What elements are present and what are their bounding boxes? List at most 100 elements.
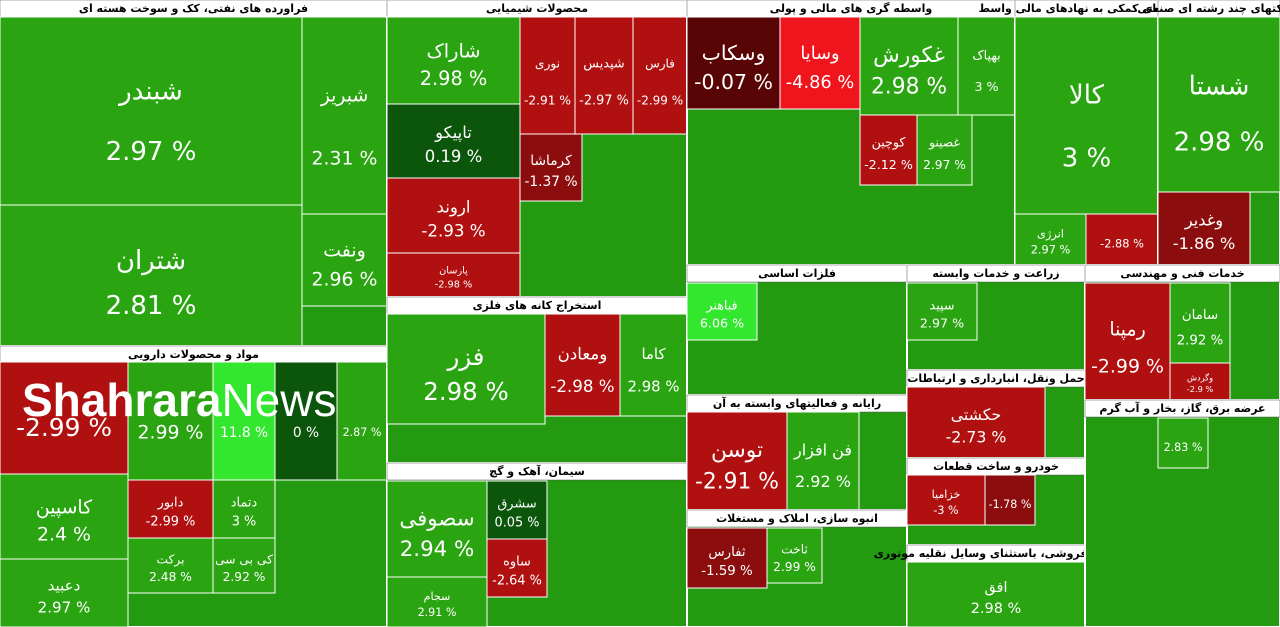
tile-change: 2.96 % <box>312 269 378 291</box>
tile <box>574 16 634 135</box>
tile-change: 2.4 % <box>37 524 91 546</box>
tile-name: ساوه <box>503 555 531 570</box>
tile <box>686 411 788 511</box>
tile-change: 0.05 % <box>495 515 540 530</box>
tile <box>786 411 860 511</box>
tile-change: 2.98 % <box>971 601 1021 617</box>
tile-name: وسایا <box>800 44 839 64</box>
tile-change: 2.98 % <box>420 67 488 90</box>
tile-change: 2.92 % <box>1177 334 1224 349</box>
tile-change: 2.92 % <box>223 570 266 584</box>
tile-name: تاپیکو <box>434 123 472 143</box>
tile-change: -2.88 % <box>1100 237 1144 251</box>
sector-title: سیمان، آهک و گچ <box>489 464 585 478</box>
tile-name: سشرق <box>497 497 536 512</box>
tile-change: 2.98 % <box>423 377 508 406</box>
tile-change: 11.8 % <box>220 425 268 441</box>
tile <box>386 252 521 298</box>
tile-change: -2.98 % <box>550 377 614 396</box>
tile-change: 2.83 % <box>1164 441 1203 454</box>
tile-name: خزامیا <box>932 488 961 501</box>
tile <box>212 479 276 539</box>
brand-light: News <box>221 374 336 426</box>
tile-change: -2.99 % <box>16 413 112 442</box>
tile-name: حکشتی <box>951 405 1001 424</box>
tile-change: 3 % <box>974 79 998 94</box>
sector-title: انبوه سازی، املاک و مستغلات <box>716 512 878 525</box>
tile-change: 2.91 % <box>418 606 457 619</box>
tile-name: کاسپین <box>36 497 92 519</box>
tile-name: کاما <box>641 345 666 363</box>
tile-change: -2.97 % <box>579 94 629 109</box>
tile <box>686 282 758 341</box>
tile-change: -2.91 % <box>524 94 571 108</box>
tile-change: 2.99 % <box>773 560 816 574</box>
tile-name: وسکاب <box>702 41 766 65</box>
tile <box>0 204 303 347</box>
tile-change: 2.81 % <box>106 291 197 321</box>
sector-title: مواد و محصولات دارویی <box>128 348 259 361</box>
tile-change: 0 % <box>293 425 319 441</box>
tile-name: غکورش <box>873 43 945 68</box>
tile-name: فارس <box>645 56 675 71</box>
tile-name: بهپاک <box>972 48 1000 64</box>
tile <box>127 537 214 594</box>
tile <box>1169 362 1231 401</box>
tile <box>386 313 546 425</box>
tile-change: 2.92 % <box>795 472 851 491</box>
sector-title: فلزات اساسی <box>758 267 836 280</box>
sector-title: فراورده های نفتی، کک و سوخت هسته ای <box>79 2 308 15</box>
tile <box>386 177 521 254</box>
tile-change: -0.07 % <box>694 70 773 94</box>
tile-name: اروند <box>436 198 470 217</box>
tile <box>386 576 488 627</box>
tile-name: فباهنر <box>705 297 737 313</box>
tile-change: 2.87 % <box>343 426 382 439</box>
tile <box>859 16 959 116</box>
tile <box>779 16 861 110</box>
tile <box>632 16 688 135</box>
tile <box>212 361 276 481</box>
tile <box>519 16 576 135</box>
tile <box>1157 417 1209 469</box>
tile-change: 2.98 % <box>628 377 680 395</box>
tile-change: -3 % <box>933 504 958 517</box>
tile-name: شپدیس <box>583 56 624 71</box>
tile-name: شتران <box>116 246 186 276</box>
tile-name: پارسان <box>439 266 468 277</box>
tile-change: 2.31 % <box>312 147 378 169</box>
tile-change: 2.48 % <box>149 570 192 584</box>
sector-title: حمل ونقل، انبارداری و ارتباطات <box>907 372 1084 385</box>
tile-name: سجام <box>424 590 451 603</box>
tile <box>906 386 1046 459</box>
tile <box>1084 282 1171 401</box>
tile-name: دعبید <box>48 577 81 595</box>
tile-change: -2.73 % <box>946 428 1007 447</box>
tile-name: کوچین <box>872 135 907 151</box>
tile-change: 2.99 % <box>138 421 204 443</box>
tile <box>1085 213 1159 266</box>
tile-change: -2.93 % <box>421 222 485 241</box>
tile-change: 3 % <box>1062 143 1112 173</box>
tile-name: سپید <box>930 297 955 312</box>
tile-name: غصینو <box>928 136 960 151</box>
tile <box>686 16 781 110</box>
sector-title: زراعت و خدمات وابسته <box>932 267 1059 280</box>
tile <box>486 480 548 540</box>
tile <box>984 474 1036 526</box>
tile-change: 3 % <box>232 514 257 529</box>
tile <box>486 538 548 598</box>
tile-name: ثاخت <box>781 543 808 557</box>
tile-change: 6.06 % <box>700 316 744 331</box>
tile-change: -1.78 % <box>989 498 1032 511</box>
tile <box>0 16 303 206</box>
tile-name: کالا <box>1069 80 1105 110</box>
tile-name: برکت <box>157 553 185 568</box>
tile <box>386 103 521 179</box>
tile-name: دابور <box>157 496 184 511</box>
sector-header <box>1084 399 1280 418</box>
sector-title: عرضه برق، گاز، بخار و آب گرم <box>1099 401 1265 415</box>
tile <box>1014 16 1159 215</box>
